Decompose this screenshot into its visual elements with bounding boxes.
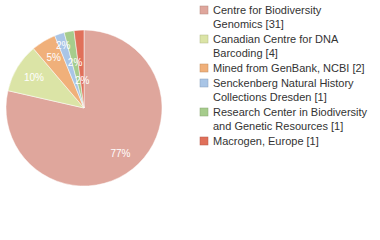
legend: Centre for Biodiversity Genomics [31] Can… (200, 4, 370, 147)
legend-item: Canadian Centre for DNA Barcoding [4] (200, 33, 341, 59)
legend-item: Senckenberg Natural History Collections … (200, 77, 357, 103)
data-label: 5% (46, 52, 61, 63)
legend-label: Centre for Biodiversity Genomics [31] (213, 4, 324, 30)
legend-label: Mined from GenBank, NCBI [2] (213, 62, 365, 74)
legend-label: Senckenberg Natural History Collections … (213, 77, 357, 103)
legend-swatch (200, 6, 208, 14)
legend-swatch (200, 64, 208, 72)
data-label: 10% (24, 72, 44, 83)
data-label: 2% (68, 57, 83, 68)
legend-swatch (200, 79, 208, 87)
data-label: 77% (110, 148, 130, 159)
legend-label: Canadian Centre for DNA Barcoding [4] (213, 33, 341, 59)
pie (6, 30, 162, 186)
legend-item: Centre for Biodiversity Genomics [31] (200, 4, 324, 30)
data-labels: 77%10%5%2%2%2% (24, 40, 131, 160)
legend-label: Macrogen, Europe [1] (213, 135, 319, 147)
data-label: 2% (56, 40, 71, 51)
legend-item: Research Center in Biodiversity and Gene… (200, 106, 370, 132)
pie-slice (6, 30, 162, 186)
pie-slice (74, 30, 84, 108)
legend-item: Macrogen, Europe [1] (200, 135, 319, 147)
legend-item: Mined from GenBank, NCBI [2] (200, 62, 365, 74)
data-label: 2% (75, 75, 90, 86)
legend-swatch (200, 137, 208, 145)
legend-swatch (200, 35, 208, 43)
legend-swatch (200, 108, 208, 116)
legend-label: Research Center in Biodiversity and Gene… (213, 106, 370, 132)
chart: 77%10%5%2%2%2%Centre for Biodiversity Ge… (0, 0, 380, 240)
